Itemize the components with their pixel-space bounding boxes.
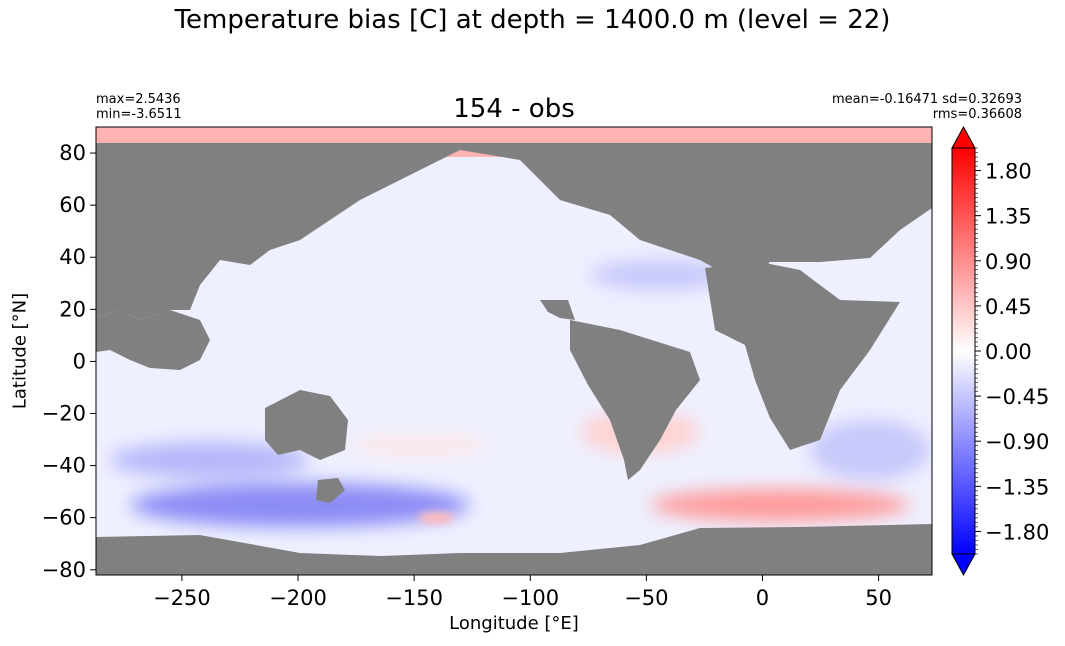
stat-min: min=-3.6511 <box>96 107 182 122</box>
land-greenland <box>630 150 710 200</box>
x-tick-label: −150 <box>385 586 443 610</box>
x-tick-label: −50 <box>624 586 668 610</box>
map-area <box>96 127 932 575</box>
x-tick-label: 0 <box>756 586 769 610</box>
x-tick-label: 50 <box>865 586 892 610</box>
stat-rms: rms=0.36608 <box>932 107 1022 122</box>
region-patch-south-pacific <box>418 512 454 524</box>
land-africa <box>705 262 900 450</box>
y-tick-label: −80 <box>42 558 86 582</box>
figure-suptitle: Temperature bias [C] at depth = 1400.0 m… <box>174 5 891 35</box>
y-tick-label: 20 <box>59 297 86 321</box>
region-tasman <box>110 442 310 478</box>
y-tick-label: 40 <box>59 245 86 269</box>
colorbar-tick-label: 0.45 <box>985 295 1032 319</box>
x-tick-label: −100 <box>501 586 559 610</box>
x-axis-label: Longitude [°E] <box>449 613 579 634</box>
region-indian <box>810 420 930 480</box>
colorbar-tick-label: −1.80 <box>985 520 1049 544</box>
x-ticks: −250 −200 −150 −100 −50 0 50 <box>153 575 892 610</box>
colorbar-gradient <box>952 148 975 554</box>
region-south-pacific <box>350 435 490 455</box>
colorbar-tick-label: 1.80 <box>985 160 1032 184</box>
stat-max: max=2.5436 <box>96 92 181 107</box>
region-arctic-strip <box>96 127 932 143</box>
stats-left: max=2.5436 min=-3.6511 <box>96 92 182 122</box>
axes-title: 154 - obs <box>453 94 575 124</box>
colorbar: −1.80 −1.35 −0.90 −0.45 0.00 0.45 0.90 1.35 1.80 <box>951 125 1049 577</box>
stat-mean-sd: mean=-0.16471 sd=0.32693 <box>831 92 1022 107</box>
land-eurasia-north <box>96 140 932 320</box>
axes-frame <box>95 126 933 576</box>
y-tick-label: 60 <box>59 193 86 217</box>
y-tick-label: 0 <box>73 349 86 373</box>
region-southern-ocean-pacific <box>130 483 470 527</box>
colorbar-tick-label: 0.90 <box>985 250 1032 274</box>
colorbar-extend-max <box>951 125 976 149</box>
y-ticks: −80 −60 −40 −20 0 20 40 60 80 <box>42 141 96 582</box>
land-australia <box>265 390 348 460</box>
y-tick-label: −60 <box>42 506 86 530</box>
colorbar-extend-min <box>951 553 976 577</box>
colorbar-tick-label: −1.35 <box>985 475 1049 499</box>
x-tick-label: −250 <box>153 586 211 610</box>
land <box>96 140 932 575</box>
x-tick-label: −200 <box>269 586 327 610</box>
land-north-america-south <box>540 300 575 320</box>
stats-right: mean=-0.16471 sd=0.32693 rms=0.36608 <box>832 92 1022 122</box>
colorbar-tick-label: −0.45 <box>985 385 1049 409</box>
region-north-atlantic <box>590 260 730 290</box>
land-south-america <box>570 320 700 480</box>
colorbar-ticks: −1.80 −1.35 −0.90 −0.45 0.00 0.45 0.90 1.35 1.80 <box>975 147 1049 555</box>
colorbar-tick-label: 0.00 <box>985 340 1032 364</box>
land-new-zealand <box>316 478 345 503</box>
colorbar-tick-label: −0.90 <box>985 430 1049 454</box>
region-southern-ocean-atlantic <box>650 489 910 521</box>
y-tick-label: 80 <box>59 141 86 165</box>
y-tick-label: −20 <box>42 402 86 426</box>
colorbar-tick-label: 1.35 <box>985 205 1032 229</box>
y-tick-label: −40 <box>42 454 86 478</box>
land-antarctica <box>96 524 932 575</box>
land-se-asia <box>96 310 210 370</box>
